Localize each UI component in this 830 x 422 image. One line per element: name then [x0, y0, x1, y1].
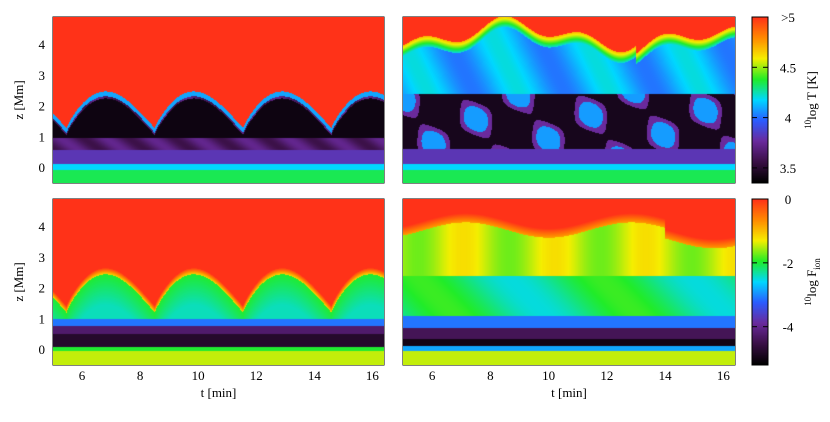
y-tick-label: 3	[39, 68, 46, 83]
x-tick-label: 10	[192, 368, 205, 383]
colorbar-tick-label: >5	[781, 10, 795, 25]
colorbar-title-sub: ion	[812, 258, 822, 270]
heatmap-ion-right	[403, 199, 735, 365]
x-tick-label: 8	[137, 368, 144, 383]
x-tick-label: 12	[250, 368, 263, 383]
colorbar-ion-cbar: 0 -2 -4 10log Fion	[751, 192, 822, 366]
colorbar-gradient	[752, 199, 768, 365]
colorbar-title-base: 10	[803, 296, 813, 306]
colorbar-tick-label: 4.5	[780, 60, 796, 75]
heatmap-temp-left	[53, 17, 384, 183]
colorbar-title: 10log Fion	[803, 258, 822, 306]
x-tick-label: 16	[717, 368, 731, 383]
y-tick-label: 4	[39, 37, 46, 52]
x-tick-label: 12	[600, 368, 613, 383]
y-tick-label: 0	[39, 160, 46, 175]
colorbar-title-base: 10	[803, 119, 813, 129]
y-tick-label: 0	[39, 342, 46, 357]
colorbar-title-main: log T [K]	[804, 71, 819, 120]
colorbar-title-text: 10log Fion	[803, 258, 822, 306]
x-tick-label: 10	[542, 368, 555, 383]
colorbar-temp-cbar: 3.5 4 4.5 >5 10log T [K]	[751, 10, 819, 184]
colorbar-tick-label: -2	[783, 256, 794, 271]
colorbar-title-text: 10log T [K]	[803, 71, 819, 129]
x-tick-label: 6	[79, 368, 86, 383]
x-tick-label: 6	[429, 368, 436, 383]
y-tick-label: 3	[39, 250, 46, 265]
x-tick-label: 16	[366, 368, 380, 383]
x-axis-title: t [min]	[201, 385, 237, 400]
x-tick-label: 14	[659, 368, 673, 383]
heatmap-temp-right	[403, 17, 735, 183]
y-tick-label: 2	[39, 281, 46, 296]
colorbar-title: 10log T [K]	[803, 71, 819, 129]
colorbar-tick-label: 3.5	[780, 161, 796, 176]
colorbar-gradient	[752, 17, 768, 183]
x-tick-label: 14	[308, 368, 322, 383]
heatmap-ion-left	[53, 199, 384, 365]
colorbar-title-main: log F	[804, 270, 819, 297]
colorbar-tick-label: -4	[783, 320, 794, 335]
colorbar-tick-label: 0	[785, 192, 792, 207]
x-tick-label: 8	[487, 368, 494, 383]
y-axis-title: z [Mm]	[11, 262, 26, 301]
colorbar-frame	[751, 198, 769, 366]
y-tick-label: 1	[39, 311, 46, 326]
colorbar-tick-label: 4	[785, 111, 792, 126]
colorbar-frame	[751, 16, 769, 184]
y-tick-label: 4	[39, 219, 46, 234]
y-axis-title: z [Mm]	[11, 80, 26, 119]
y-tick-label: 2	[39, 99, 46, 114]
y-tick-label: 1	[39, 129, 46, 144]
x-axis-title: t [min]	[551, 385, 587, 400]
